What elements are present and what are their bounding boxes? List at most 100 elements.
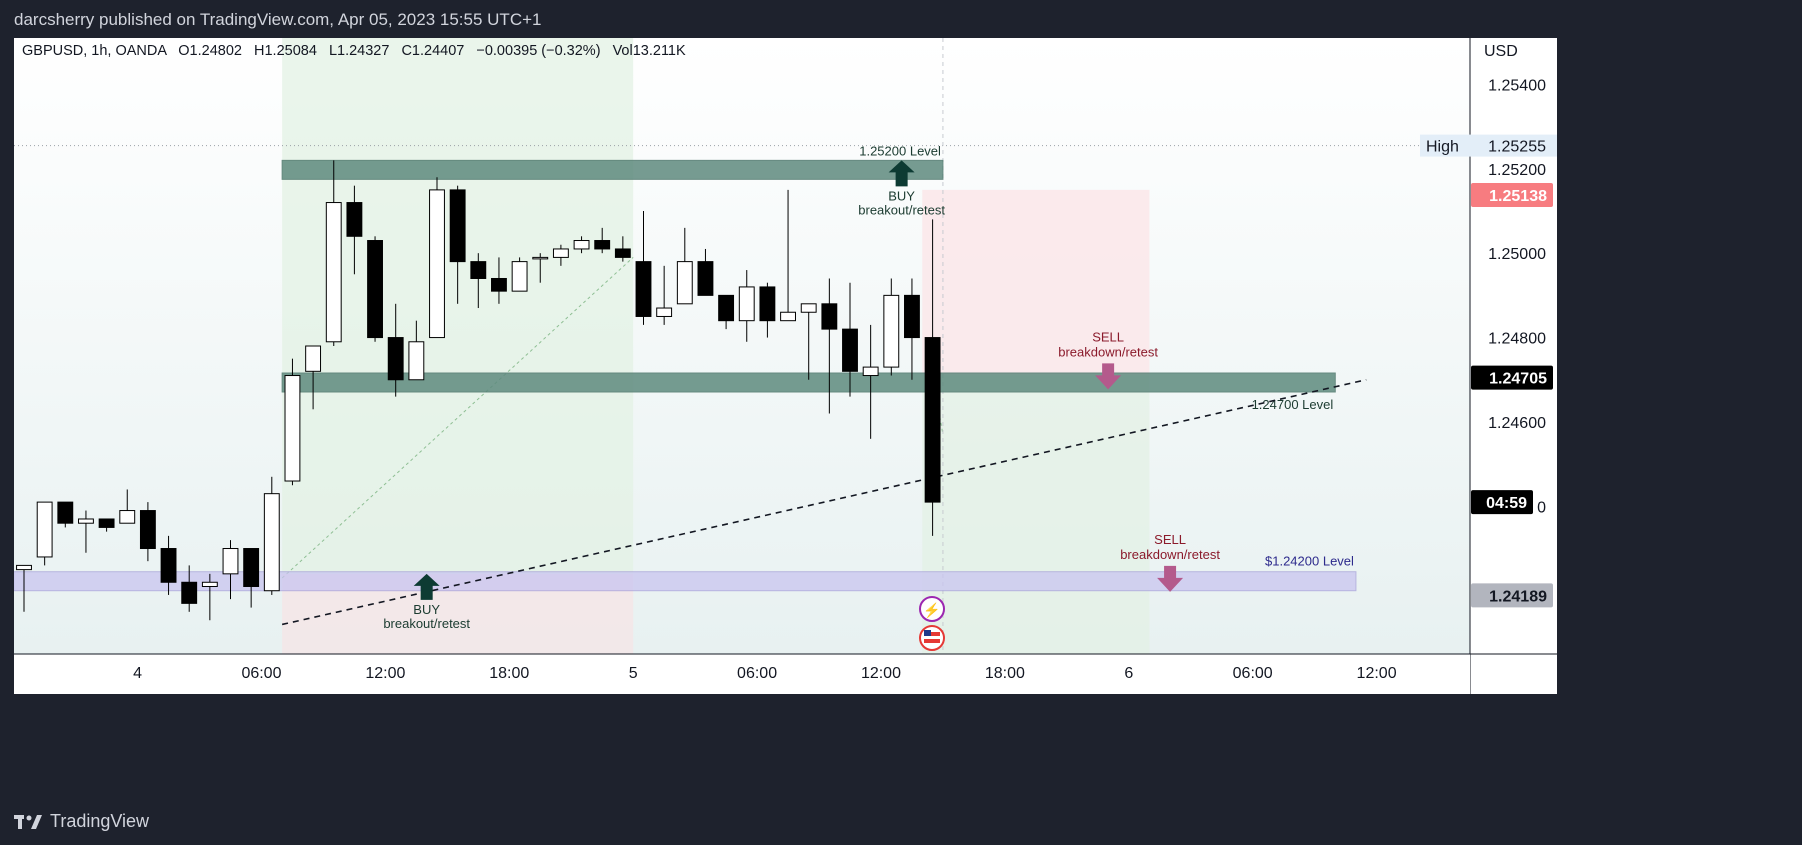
x-tick-label: 4 bbox=[133, 665, 142, 682]
x-tick-label: 18:00 bbox=[489, 665, 529, 682]
candle-body bbox=[305, 345, 322, 372]
volume-value: Vol13.211K bbox=[613, 43, 686, 59]
candle-body bbox=[470, 261, 487, 279]
candle-body bbox=[759, 286, 776, 322]
x-tick-label: 12:00 bbox=[861, 665, 901, 682]
us-flag-event-icon[interactable] bbox=[919, 625, 945, 651]
candle-body bbox=[511, 261, 528, 292]
trendline-dashed bbox=[281, 378, 1367, 626]
candle-body bbox=[139, 510, 156, 550]
flag-stripe-icon bbox=[924, 632, 940, 636]
low-value: L1.24327 bbox=[329, 43, 389, 59]
candle-body bbox=[78, 518, 94, 524]
candle-body bbox=[697, 261, 714, 296]
price-label: 1.25138 bbox=[1489, 188, 1547, 205]
price-label-bg bbox=[1471, 182, 1553, 207]
candle-body bbox=[614, 248, 631, 258]
footer-brand[interactable]: TradingView bbox=[14, 811, 149, 832]
candle-body bbox=[924, 337, 941, 503]
high-value-label: 1.25255 bbox=[1488, 139, 1546, 156]
x-tick-label: 18:00 bbox=[985, 665, 1025, 682]
candle-body bbox=[160, 548, 177, 583]
trendline bbox=[281, 378, 1367, 626]
x-tick-label: 12:00 bbox=[1357, 665, 1397, 682]
candle-body bbox=[57, 501, 74, 524]
arrow-up-icon bbox=[413, 573, 440, 600]
candle-body bbox=[552, 248, 569, 258]
level-label: 1.25200 Level bbox=[859, 143, 941, 158]
candle-body bbox=[491, 277, 507, 292]
event-markers: ⚡ bbox=[919, 596, 945, 651]
price-label-bg bbox=[1471, 583, 1553, 608]
candle-body bbox=[738, 286, 755, 322]
legend: GBPUSD, 1h, OANDA O1.24802 H1.25084 L1.2… bbox=[22, 43, 686, 59]
price-label-bg bbox=[1471, 490, 1533, 515]
candle-body bbox=[201, 581, 218, 587]
y-tick-label: 1.24600 bbox=[1488, 415, 1546, 432]
tradingview-logo-icon bbox=[14, 814, 42, 829]
level-label: 1.24700 Level bbox=[1252, 397, 1334, 412]
candle-body bbox=[676, 261, 693, 305]
annotation-title: BUY bbox=[413, 602, 440, 617]
annotation-subtitle: breakout/retest bbox=[858, 202, 945, 217]
level-band bbox=[281, 159, 944, 180]
y-tick-label: 0 bbox=[1537, 499, 1546, 516]
annotation-subtitle: breakout/retest bbox=[383, 616, 470, 631]
candle-body bbox=[821, 303, 838, 330]
lightning-icon: ⚡ bbox=[923, 602, 940, 619]
candle-body bbox=[36, 501, 53, 558]
candle-body bbox=[449, 189, 466, 263]
level-label: $1.24200 Level bbox=[1265, 554, 1354, 569]
candle-body bbox=[367, 240, 383, 339]
high-label: High bbox=[1426, 139, 1459, 156]
gbpusd-candlestick-chart[interactable]: 1.25200 Level 1.24700 Level $1.24200 Level… bbox=[14, 38, 1557, 694]
x-tick-label: 6 bbox=[1124, 665, 1133, 682]
arrow-up-icon bbox=[888, 160, 915, 187]
candles bbox=[16, 160, 941, 621]
y-tick-label: 1.25000 bbox=[1488, 246, 1546, 263]
candle-body bbox=[862, 366, 879, 377]
candle-body bbox=[904, 294, 920, 339]
lightning-event-icon[interactable] bbox=[919, 596, 945, 622]
brand-name: TradingView bbox=[50, 811, 150, 831]
arrow-down-icon bbox=[1157, 565, 1184, 592]
x-tick-label: 06:00 bbox=[1233, 665, 1273, 682]
candle-body bbox=[656, 307, 673, 317]
x-tick-label: 5 bbox=[629, 665, 638, 682]
candle-body bbox=[594, 240, 611, 250]
candle-body bbox=[222, 548, 239, 575]
chart-background bbox=[14, 38, 1557, 694]
price-label: 04:59 bbox=[1486, 495, 1527, 512]
candle-body bbox=[98, 518, 115, 528]
high-value: H1.25084 bbox=[254, 43, 317, 59]
annotation-subtitle: breakdown/retest bbox=[1058, 344, 1158, 359]
arrow-down-icon bbox=[1095, 363, 1122, 390]
candle-body bbox=[408, 341, 425, 381]
annotation-title: BUY bbox=[888, 188, 915, 203]
price-label: 1.24189 bbox=[1489, 588, 1547, 605]
symbol-label: GBPUSD, 1h, OANDA bbox=[22, 43, 167, 59]
short-stop-zone bbox=[922, 189, 1150, 376]
annotation-title: SELL bbox=[1154, 532, 1186, 547]
price-label: 1.24705 bbox=[1489, 371, 1547, 388]
candle-body bbox=[780, 311, 796, 322]
candle-body bbox=[325, 202, 342, 343]
annotations: BUYbreakout/retestSELLbreakdown/retestBU… bbox=[383, 160, 1220, 631]
publisher-header: darcsherry published on TradingView.com,… bbox=[14, 10, 542, 29]
high-label-bg bbox=[1420, 134, 1557, 157]
level-band bbox=[14, 571, 1357, 592]
long-path-line bbox=[281, 257, 634, 579]
candle-body bbox=[181, 581, 198, 604]
short-path-line bbox=[932, 375, 944, 435]
svg-text:GBPUSD, 1h, OANDA O1.2: GBPUSD, 1h, OANDA O1.24802 H1.25084 L1.2… bbox=[22, 43, 686, 59]
candle-body bbox=[263, 493, 280, 592]
candle-body bbox=[429, 189, 445, 339]
candle-body bbox=[573, 240, 590, 250]
candle-body bbox=[387, 337, 404, 381]
short-target-zone bbox=[922, 375, 1150, 654]
